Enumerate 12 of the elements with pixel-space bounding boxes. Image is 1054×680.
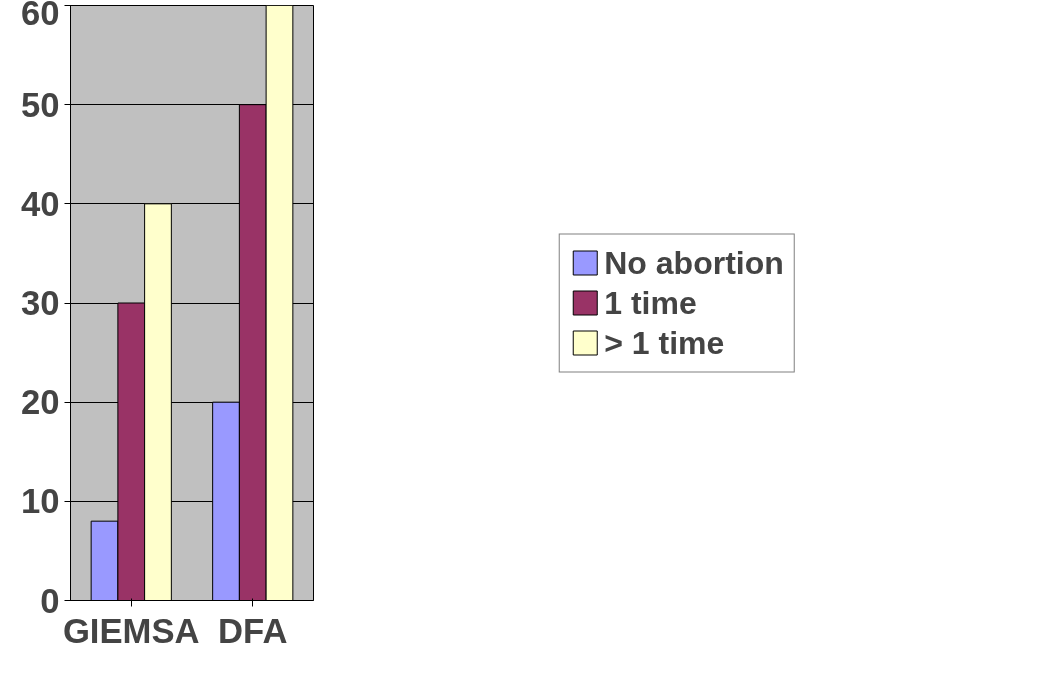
x-tick-label: GIEMSA	[62, 611, 200, 650]
y-tick-label: 50	[20, 85, 60, 124]
y-tick-label: 20	[20, 383, 60, 422]
y-tick-label: 10	[20, 482, 60, 521]
legend-label: No abortion	[604, 244, 784, 281]
legend-label: > 1 time	[604, 324, 725, 361]
y-tick-label: 40	[20, 184, 60, 223]
y-tick-label: 60	[20, 0, 60, 32]
y-tick-label: 30	[20, 284, 60, 322]
y-tick-label: 0	[40, 581, 60, 620]
legend-label: 1 time	[604, 284, 697, 321]
x-tick-label: DFA	[218, 611, 288, 650]
